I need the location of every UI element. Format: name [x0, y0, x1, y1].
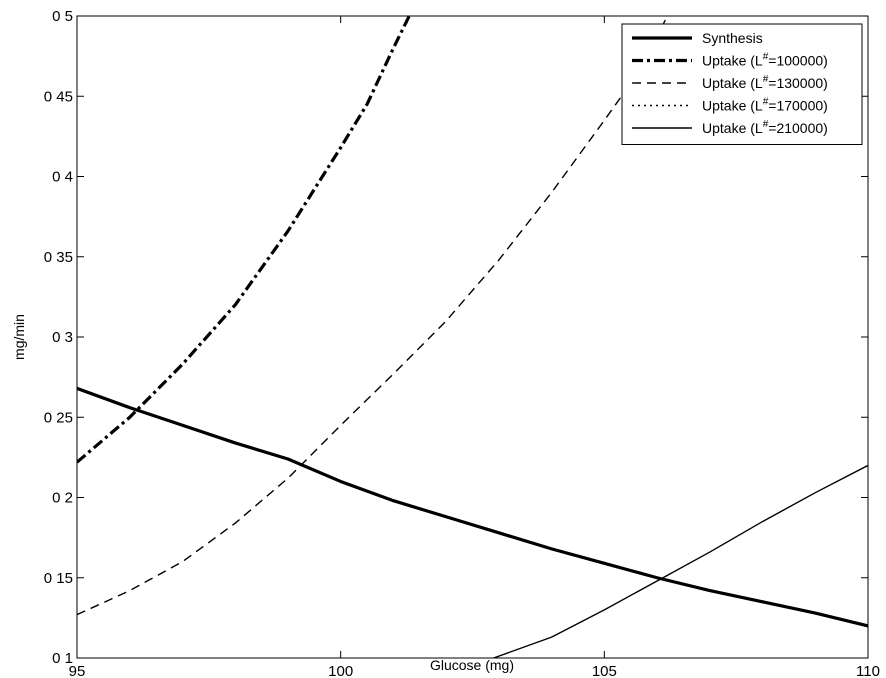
x-tick-label: 100	[328, 663, 353, 678]
y-tick-label: 0 1	[52, 650, 73, 667]
legend-entry-4: Uptake (L#=210000)	[702, 119, 828, 136]
legend-entry-3: Uptake (L#=170000)	[702, 97, 828, 114]
x-tick-label: 110	[856, 663, 880, 678]
y-tick-label: 0 3	[52, 329, 73, 346]
series-line-1	[77, 16, 411, 464]
x-axis-label: Glucose (mg)	[430, 657, 514, 673]
legend-entry-2: Uptake (L#=130000)	[702, 74, 828, 91]
series-line-4	[493, 464, 868, 658]
y-tick-label: 0 5	[52, 8, 73, 25]
legend-entry-suffix: =170000)	[768, 98, 828, 114]
x-tick-label: 95	[69, 663, 86, 678]
legend-entry-prefix: Uptake (L	[702, 98, 763, 114]
legend-entry-prefix: Uptake (L	[702, 75, 763, 91]
y-axis-label: mg/min	[11, 314, 27, 360]
legend-entry-sup: #	[763, 119, 769, 130]
legend-entry-suffix: =100000)	[768, 53, 828, 69]
legend-entry-sup: #	[763, 74, 769, 85]
y-tick-label: 0 2	[52, 490, 73, 507]
legend-box	[621, 23, 863, 145]
legend-entry-sup: #	[763, 52, 769, 63]
tick-labels: 95 100 105 110 0 1 0 15 0 2 0 25 0 3 0 35 0 4 0 45 0…	[44, 8, 880, 678]
legend-entry-sup: #	[763, 97, 769, 108]
legend-entry-suffix: =210000)	[768, 120, 828, 136]
y-tick-label: 0 4	[52, 169, 73, 186]
y-tick-label: 0 15	[44, 570, 73, 587]
series-layer	[77, 16, 868, 658]
legend-entry-prefix: Uptake (L	[702, 53, 763, 69]
x-tick-label: 105	[592, 663, 617, 678]
y-tick-label: 0 45	[44, 88, 73, 105]
y-tick-label: 0 35	[44, 249, 73, 266]
legend-entry-0: Synthesis	[702, 30, 763, 46]
legend-entry-suffix: =130000)	[768, 75, 828, 91]
axis-ticks	[76, 15, 869, 659]
series-line-0	[77, 386, 868, 628]
legend-entry-prefix: Uptake (L	[702, 120, 763, 136]
legend-entry-1: Uptake (L#=100000)	[702, 52, 828, 69]
y-tick-label: 0 25	[44, 409, 73, 426]
